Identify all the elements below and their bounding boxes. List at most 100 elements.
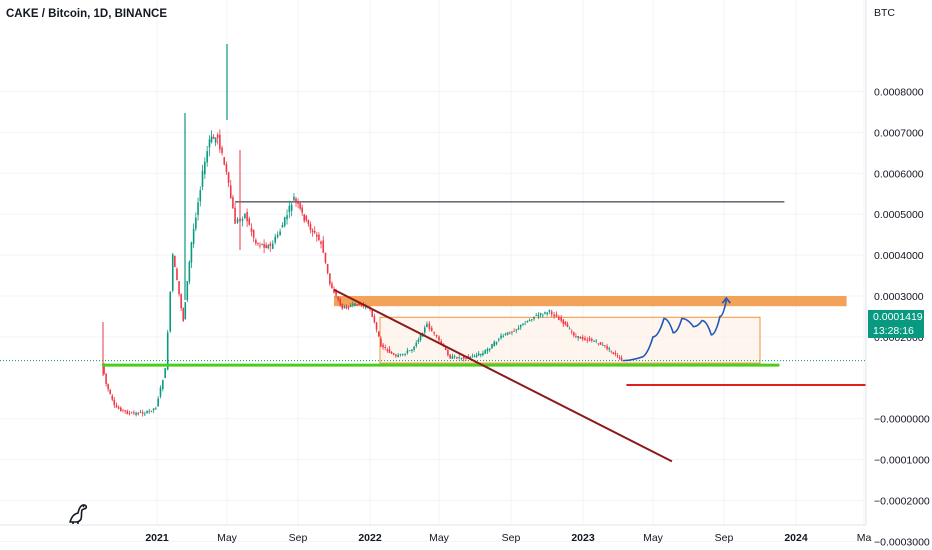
candle-body [579, 336, 582, 339]
candle-body [537, 315, 540, 317]
candle-body [279, 231, 281, 236]
candle-body [246, 212, 248, 222]
candle-body [486, 348, 489, 352]
candle-body [482, 352, 484, 356]
candle-body [232, 197, 234, 209]
candle-body [307, 220, 310, 225]
candle-body [399, 353, 402, 355]
y-tick-label: −0.0002000 [874, 496, 930, 508]
candle-body [162, 380, 164, 389]
candle-body [473, 356, 476, 358]
candle-body [597, 343, 600, 345]
candle-body [484, 350, 486, 354]
price-unit: BTC [874, 7, 895, 19]
candle-body [497, 339, 500, 341]
candle-body [568, 328, 571, 330]
candle-body [206, 151, 208, 163]
candle-body [244, 213, 246, 219]
candle-body [333, 289, 335, 293]
candle-body [352, 303, 354, 305]
candle-body [115, 405, 118, 408]
candle-body [274, 236, 276, 243]
candle-body [570, 331, 573, 333]
candle-body [465, 357, 467, 359]
candle-body [469, 356, 472, 359]
x-tick-label: 2021 [145, 532, 169, 544]
candle-body [248, 218, 251, 225]
x-tick-label: May [643, 532, 664, 544]
candle-body [286, 215, 288, 220]
candle-body [128, 413, 131, 414]
candle-body [204, 161, 206, 175]
candle-body [199, 190, 202, 202]
consolidation-range-box [379, 316, 761, 364]
candle-body [417, 339, 420, 342]
candle-body [517, 327, 520, 330]
candle-body [349, 305, 352, 307]
y-tick-label: −0.0001000 [874, 455, 930, 467]
candle-body [493, 341, 496, 346]
candle-body [555, 314, 558, 317]
candle-body [227, 172, 230, 183]
candle-body [462, 356, 465, 359]
candle-body [475, 355, 478, 357]
candle-body [423, 327, 426, 333]
last-price-tag: 0.0001419 13:28:16 [868, 310, 924, 338]
candle-body [360, 304, 363, 306]
y-tick-label: −0.0000000 [874, 414, 930, 426]
x-tick-label: Sep [289, 532, 308, 544]
y-tick-label: 0.0007000 [874, 127, 924, 139]
candle-body [130, 412, 133, 414]
candle-body [186, 281, 189, 301]
candle-body [526, 321, 529, 323]
plot-area [0, 44, 866, 463]
candle-body [331, 283, 333, 289]
candle-body [511, 331, 513, 333]
candle-body [197, 202, 199, 216]
candle-body [601, 344, 604, 346]
tradingview-logo-icon[interactable] [66, 500, 92, 526]
candle-body [528, 319, 531, 321]
candle-body [460, 357, 463, 359]
candle-body [577, 336, 579, 338]
candle-body [234, 207, 236, 224]
grid-lines [0, 0, 866, 542]
candle-body [103, 363, 105, 374]
y-tick-label: 0.0006000 [874, 168, 924, 180]
candle-body [541, 314, 544, 316]
candle-body [553, 314, 555, 317]
candle-body [120, 407, 122, 412]
candle-body [358, 303, 360, 306]
x-axis: 2021 May Sep 2022 May Sep 2023 May Sep 2024 Ma [145, 532, 871, 544]
candle-body [150, 410, 153, 412]
candle-body [595, 340, 598, 342]
candle-body [581, 336, 584, 340]
candle-body [575, 336, 577, 337]
candle-body [573, 332, 575, 336]
candle-body [384, 347, 386, 348]
candle-body [440, 341, 443, 345]
chart-title: CAKE / Bitcoin, 1D, BINANCE [6, 8, 168, 20]
candle-body [419, 333, 422, 341]
candle-body [428, 323, 431, 329]
candle-body [614, 353, 617, 355]
x-tick-label: Sep [502, 532, 521, 544]
candle-body [267, 245, 270, 249]
candle-body [324, 252, 327, 263]
candle-body [139, 412, 142, 414]
candle-body [438, 336, 440, 341]
candle-body [269, 243, 272, 247]
candle-body [164, 368, 166, 379]
candle-body [152, 408, 155, 411]
candle-body [155, 408, 157, 410]
candle-body [566, 323, 569, 328]
candle-body [212, 136, 215, 139]
candle-body [216, 134, 219, 138]
candle-body [480, 353, 482, 356]
x-tick-label: May [429, 532, 450, 544]
candle-body [178, 281, 180, 295]
candle-body [447, 349, 449, 356]
candle-body [223, 157, 226, 165]
candle-body [593, 340, 595, 342]
